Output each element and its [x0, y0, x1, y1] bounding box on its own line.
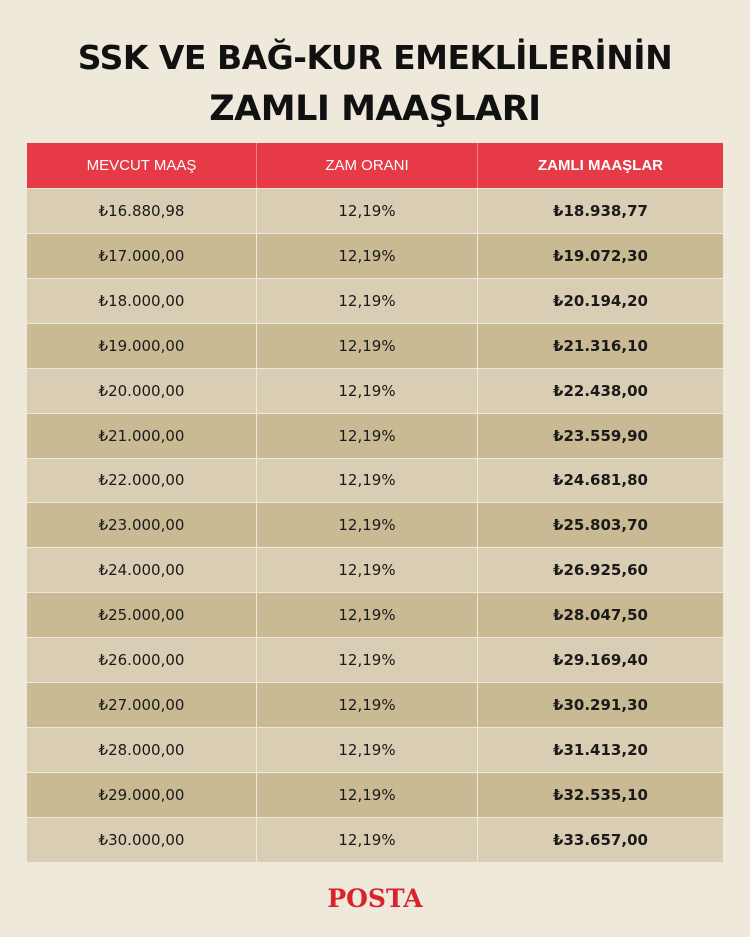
cell-raised-salary: ₺22.438,00	[553, 381, 648, 400]
cell-raise-rate: 12,19%	[257, 323, 478, 368]
table-row: ₺20.000,00 12,19% ₺22.438,00	[27, 367, 723, 413]
cell-raised-salary: ₺25.803,70	[553, 516, 648, 535]
cell-raise-rate: 12,19%	[257, 278, 478, 323]
cell-raise-rate: 12,19%	[257, 548, 478, 593]
header-raise-rate: ZAM ORANI	[257, 143, 478, 188]
cell-raise-rate: 12,19%	[257, 458, 478, 503]
table-row: ₺23.000,00 12,19% ₺25.803,70	[27, 502, 723, 548]
cell-raised-salary: ₺29.169,40	[553, 651, 648, 670]
cell-raise-rate: 12,19%	[257, 233, 478, 278]
cell-current-salary: ₺25.000,00	[27, 593, 257, 638]
cell-current-salary: ₺22.000,00	[27, 458, 257, 503]
logo-text: POSTA	[327, 884, 423, 913]
page-title: SSK VE BAĞ-KUR EMEKLİLERİNİN ZAMLI MAAŞL…	[0, 36, 750, 132]
table-row: ₺22.000,00 12,19% ₺24.681,80	[27, 457, 723, 503]
table-row: ₺28.000,00 12,19% ₺31.413,20	[27, 727, 723, 772]
table-row: ₺30.000,00 12,19% ₺33.657,00	[27, 816, 723, 862]
cell-raise-rate: 12,19%	[257, 593, 478, 638]
cell-current-salary: ₺26.000,00	[27, 638, 257, 683]
cell-current-salary: ₺17.000,00	[27, 233, 257, 278]
cell-raised-salary: ₺21.316,10	[553, 336, 648, 355]
title-line-1: SSK VE BAĞ-KUR EMEKLİLERİNİN	[77, 38, 673, 77]
title-line-2: ZAMLI MAAŞLARI	[209, 89, 541, 129]
salary-table: MEVCUT MAAŞ ZAM ORANI ZAMLI MAAŞLAR ₺16.…	[27, 143, 723, 862]
cell-raised-salary: ₺23.559,90	[553, 426, 648, 445]
cell-raised-salary: ₺32.535,10	[553, 785, 648, 804]
cell-raise-rate: 12,19%	[257, 368, 478, 413]
cell-raised-salary: ₺26.925,60	[553, 561, 648, 580]
cell-raise-rate: 12,19%	[257, 413, 478, 458]
cell-current-salary: ₺30.000,00	[27, 817, 257, 862]
cell-current-salary: ₺21.000,00	[27, 413, 257, 458]
cell-current-salary: ₺19.000,00	[27, 323, 257, 368]
cell-raise-rate: 12,19%	[257, 638, 478, 683]
cell-raised-salary: ₺33.657,00	[553, 830, 648, 849]
cell-current-salary: ₺16.880,98	[27, 189, 257, 233]
cell-raise-rate: 12,19%	[257, 503, 478, 548]
cell-raised-salary: ₺30.291,30	[553, 696, 648, 715]
table-header: MEVCUT MAAŞ ZAM ORANI ZAMLI MAAŞLAR	[27, 143, 723, 188]
cell-current-salary: ₺27.000,00	[27, 683, 257, 728]
cell-raised-salary: ₺24.681,80	[553, 471, 648, 490]
table-row: ₺17.000,00 12,19% ₺19.072,30	[27, 232, 723, 278]
cell-raise-rate: 12,19%	[257, 817, 478, 862]
cell-current-salary: ₺28.000,00	[27, 728, 257, 772]
cell-raise-rate: 12,19%	[257, 772, 478, 817]
cell-raised-salary: ₺28.047,50	[553, 606, 648, 625]
cell-raised-salary: ₺20.194,20	[553, 291, 648, 310]
table-body: ₺16.880,98 12,19% ₺18.938,77 ₺17.000,00 12,1…	[27, 188, 723, 862]
header-raised-salary: ZAMLI MAAŞLAR	[538, 157, 663, 174]
table-row: ₺18.000,00 12,19% ₺20.194,20	[27, 277, 723, 323]
posta-logo: POSTA	[0, 884, 750, 913]
cell-raised-salary: ₺18.938,77	[553, 201, 648, 220]
cell-raised-salary: ₺31.413,20	[553, 741, 648, 760]
table-row: ₺16.880,98 12,19% ₺18.938,77	[27, 188, 723, 233]
table-row: ₺29.000,00 12,19% ₺32.535,10	[27, 771, 723, 817]
cell-current-salary: ₺23.000,00	[27, 503, 257, 548]
table-row: ₺25.000,00 12,19% ₺28.047,50	[27, 592, 723, 638]
cell-current-salary: ₺29.000,00	[27, 772, 257, 817]
cell-current-salary: ₺18.000,00	[27, 278, 257, 323]
cell-raise-rate: 12,19%	[257, 728, 478, 772]
cell-raise-rate: 12,19%	[257, 683, 478, 728]
cell-current-salary: ₺24.000,00	[27, 548, 257, 593]
cell-raise-rate: 12,19%	[257, 189, 478, 233]
table-row: ₺21.000,00 12,19% ₺23.559,90	[27, 412, 723, 458]
table-row: ₺19.000,00 12,19% ₺21.316,10	[27, 322, 723, 368]
table-row: ₺27.000,00 12,19% ₺30.291,30	[27, 682, 723, 728]
table-row: ₺26.000,00 12,19% ₺29.169,40	[27, 637, 723, 683]
cell-raised-salary: ₺19.072,30	[553, 246, 648, 265]
header-current-salary: MEVCUT MAAŞ	[27, 143, 257, 188]
table-row: ₺24.000,00 12,19% ₺26.925,60	[27, 547, 723, 593]
cell-current-salary: ₺20.000,00	[27, 368, 257, 413]
